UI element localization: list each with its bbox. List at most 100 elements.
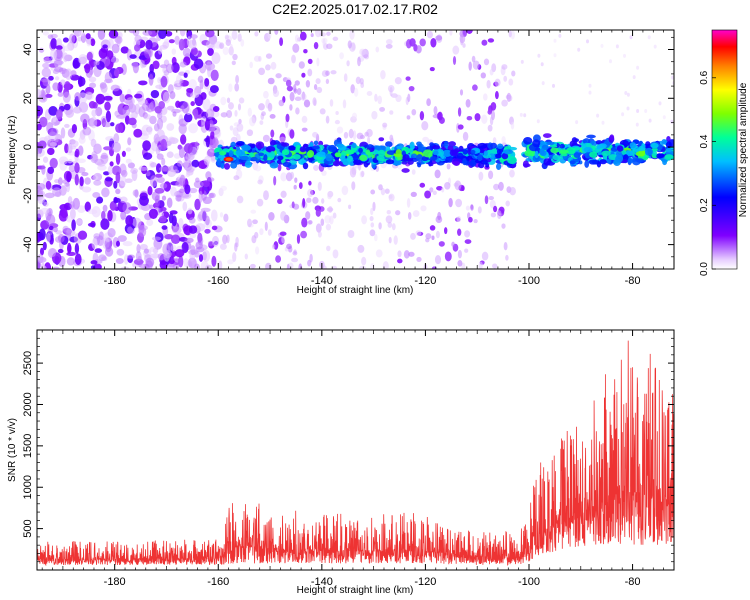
- spectrogram-cell: [370, 207, 374, 216]
- spectrogram-cell: [219, 243, 227, 250]
- spectrogram-cell: [265, 146, 276, 153]
- spectrogram-cell: [195, 241, 203, 250]
- spectrogram-cell: [164, 233, 174, 240]
- spectrogram-cell: [146, 219, 154, 227]
- spectrogram-cell: [376, 155, 385, 162]
- spectrogram-cell: [237, 103, 242, 111]
- spectrogram-cell: [392, 159, 402, 166]
- spectrogram-cell: [444, 181, 451, 190]
- spectrogram-cell: [103, 146, 112, 151]
- spectrogram-cell: [461, 185, 465, 192]
- spectrogram-cell: [388, 236, 392, 244]
- spectrogram-cell: [230, 141, 236, 148]
- spectrogram-cell: [539, 148, 545, 156]
- spectrogram-cell: [289, 104, 293, 111]
- spectrogram-cell: [424, 190, 432, 199]
- spectrogram-cell: [42, 78, 51, 87]
- spectrogram-cell: [93, 179, 102, 186]
- spectrogram-cell: [451, 241, 455, 247]
- spectrogram-cell: [158, 30, 167, 40]
- spectrogram-cell: [411, 169, 416, 175]
- spectrogram-cell: [42, 156, 49, 163]
- y-tick-label: 40: [22, 43, 34, 55]
- spectrogram-cell: [342, 99, 347, 109]
- y-tick-label: 0: [22, 144, 34, 150]
- spectrogram-cell: [64, 182, 70, 187]
- spectrogram-cell: [105, 242, 112, 253]
- spectrogram-cell: [74, 253, 82, 265]
- spectrogram-cell: [120, 210, 127, 220]
- spectrogram-cell: [109, 161, 114, 167]
- spectrogram-cell: [395, 94, 402, 103]
- spectrogram-cell: [78, 31, 85, 37]
- spectrogram-cell: [114, 36, 123, 44]
- spectrogram-cell: [291, 257, 299, 263]
- spectrogram-cell: [55, 48, 63, 60]
- spectrogram-cell: [150, 89, 160, 99]
- spectrogram-cell: [45, 180, 52, 190]
- spectrogram-cell: [457, 107, 462, 117]
- spectrogram-cell: [63, 45, 71, 52]
- spectrogram-cell: [49, 157, 58, 169]
- spectrogram-cell: [275, 255, 282, 263]
- spectrogram-cell: [48, 75, 54, 81]
- spectrogram-cell: [409, 141, 415, 150]
- spectrogram-cell: [472, 84, 478, 91]
- spectrogram-cell: [336, 126, 344, 134]
- spectrogram-cell: [435, 35, 443, 41]
- spectrogram-cell: [209, 85, 219, 94]
- spectrogram-cell: [122, 105, 131, 117]
- spectrogram-cell: [188, 39, 197, 49]
- spectrogram-cell: [307, 150, 315, 158]
- spectrogram-cell: [294, 80, 300, 86]
- spectrogram-cell: [125, 215, 134, 227]
- spectrogram-cell: [481, 114, 488, 124]
- spectrogram-cell: [588, 159, 599, 165]
- spectrogram-cell: [510, 30, 515, 40]
- spectrogram-cell: [69, 201, 76, 209]
- spectrogram-cell: [259, 228, 264, 236]
- spectrogram-cell: [55, 45, 63, 51]
- snr-series: [37, 340, 674, 567]
- spectrogram-cell: [205, 264, 213, 269]
- spectrogram-cell: [178, 146, 185, 159]
- spectrogram-cell: [225, 39, 232, 47]
- spectrogram-cell: [302, 162, 309, 170]
- spectrogram-cell: [416, 256, 422, 262]
- x-tick-label: -140: [311, 576, 333, 588]
- spectrogram-cell: [280, 172, 287, 182]
- spectrogram-cell: [464, 230, 471, 238]
- spectrogram-cell: [315, 208, 321, 217]
- spectrogram-cell: [312, 97, 317, 106]
- spectrogram-cell: [127, 162, 135, 169]
- spectrogram-cell: [190, 101, 195, 107]
- spectrogram-cell: [110, 57, 120, 63]
- spectrogram-cell: [87, 209, 98, 215]
- spectrogram-cell: [456, 216, 462, 222]
- spectrogram-cell: [267, 30, 272, 39]
- spectrogram-cell: [125, 158, 132, 164]
- spectrogram-cell: [315, 78, 321, 85]
- spectrogram-cell: [230, 136, 238, 144]
- spectrogram-cell: [629, 142, 637, 149]
- x-tick-label: -180: [104, 275, 126, 287]
- spectrogram-cell: [139, 243, 148, 251]
- spectrogram-cell: [289, 129, 295, 139]
- spectrogram-cell: [157, 111, 163, 120]
- spectrogram-cell: [509, 169, 515, 178]
- spectrogram-cell: [210, 69, 219, 81]
- spectrogram-cell: [389, 86, 393, 97]
- spectrogram-cell: [228, 102, 234, 110]
- spectrogram-cell: [149, 115, 157, 125]
- spectrogram-cell: [165, 63, 174, 74]
- spectrogram-cell: [353, 159, 362, 165]
- spectrogram-cell: [111, 43, 120, 54]
- spectrogram-cell: [599, 159, 607, 165]
- spectrogram-cell: [60, 208, 68, 219]
- spectrogram-cell: [490, 142, 498, 149]
- spectrogram-cell: [47, 147, 55, 156]
- spectrogram-cell: [224, 34, 230, 40]
- colorbar-tick-label: 0.0: [699, 262, 710, 276]
- spectrogram-cell: [462, 157, 467, 166]
- spectrogram-cell: [113, 133, 120, 144]
